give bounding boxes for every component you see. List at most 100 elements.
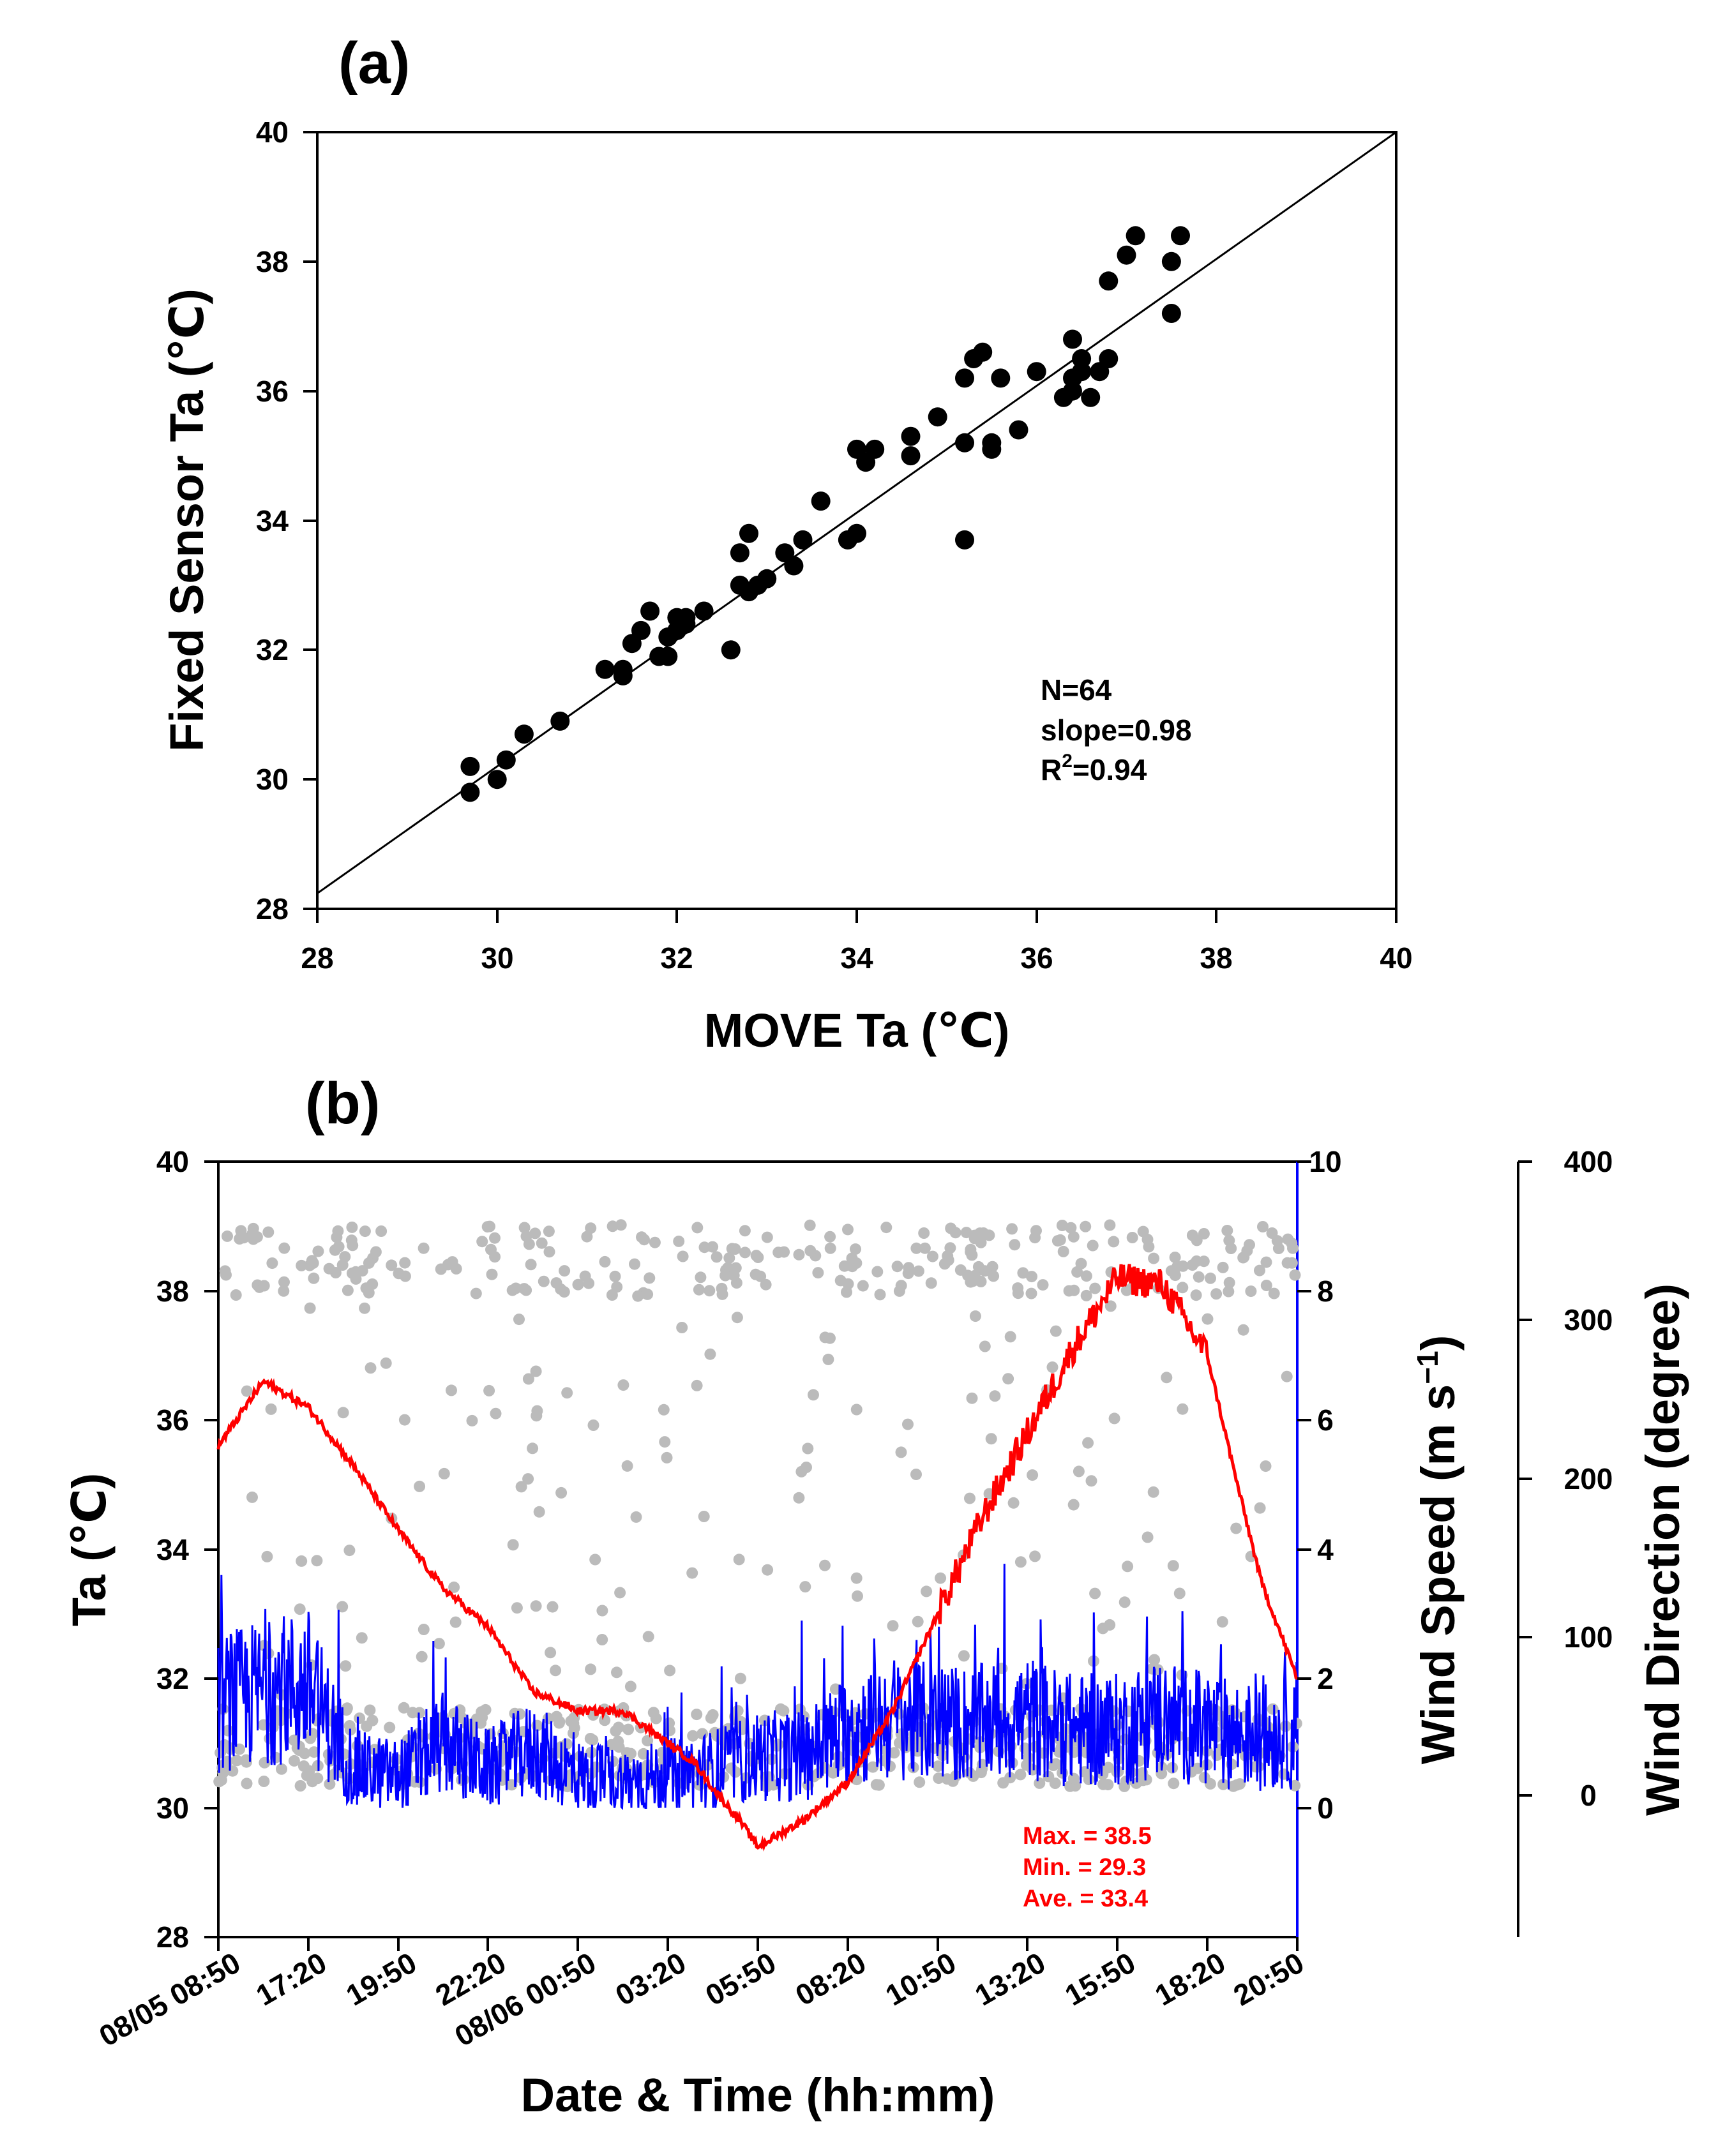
wind-direction-point: [296, 1259, 308, 1271]
wind-direction-point: [269, 1751, 282, 1763]
wind-direction-point: [359, 1225, 371, 1238]
wind-direction-point: [579, 1270, 591, 1282]
wind-direction-point: [632, 1290, 644, 1302]
wind-direction-point: [734, 1672, 746, 1684]
scatter-point: [955, 433, 974, 453]
panel-a-y-tick-label: 32: [256, 633, 289, 666]
wind-direction-point: [339, 1251, 351, 1263]
panel-b-stat-max: Max. = 38.5: [1023, 1823, 1152, 1850]
wind-direction-point: [857, 1280, 869, 1292]
wind-direction-point: [522, 1373, 534, 1385]
panel-a-stat-slope: slope=0.98: [1041, 714, 1192, 747]
wind-direction-point: [449, 1616, 462, 1628]
wind-direction-point: [1057, 1245, 1069, 1257]
panel-a-y-axis: 28 30 32 34 36 38 40: [256, 116, 317, 925]
wind-direction-point: [659, 1436, 671, 1448]
wind-direction-point: [761, 1231, 773, 1243]
wind-direction-point: [760, 1278, 772, 1291]
wind-direction-point: [416, 1651, 428, 1663]
wind-direction-point: [308, 1746, 320, 1758]
wind-direction-point: [731, 1312, 743, 1324]
wind-direction-point: [324, 1778, 336, 1790]
wind-direction-point: [824, 1242, 836, 1254]
wind-direction-point: [693, 1284, 705, 1296]
scatter-point: [721, 640, 741, 660]
wind-direction-point: [360, 1282, 372, 1294]
wind-direction-point: [1217, 1261, 1229, 1273]
wind-direction-point: [819, 1559, 831, 1571]
panel-b-y2-title: Wind Speed (m s−1): [1411, 1335, 1465, 1765]
wind-direction-point: [278, 1285, 290, 1297]
wind-direction-point: [543, 1225, 555, 1238]
wind-direction-point: [363, 1257, 375, 1269]
wind-direction-point: [1177, 1403, 1189, 1415]
wind-direction-point: [231, 1755, 243, 1767]
wind-direction-point: [278, 1242, 290, 1254]
wind-direction-point: [522, 1473, 534, 1485]
wind-direction-point: [418, 1624, 430, 1635]
wind-direction-point: [841, 1286, 852, 1298]
scatter-point: [1099, 349, 1119, 368]
panel-a-y-tick-label: 30: [256, 763, 289, 796]
panel-a-x-tick-label: 34: [840, 941, 873, 975]
wind-direction-point: [466, 1414, 478, 1426]
wind-direction-point: [606, 1289, 618, 1301]
wind-direction-point: [380, 1357, 392, 1369]
wind-direction-point: [673, 1235, 685, 1247]
wind-direction-point: [296, 1555, 308, 1567]
panel-b-y3-title: Wind Direction (degree): [1636, 1284, 1689, 1816]
panel-b-x-tick-label: 13:20: [969, 1946, 1051, 2012]
wind-direction-point: [687, 1730, 699, 1742]
wind-direction-point: [795, 1465, 808, 1478]
wind-direction-point: [1260, 1280, 1272, 1291]
wind-direction-point: [470, 1287, 482, 1299]
wind-direction-point: [1102, 1762, 1114, 1774]
wind-direction-point: [697, 1728, 709, 1740]
wind-direction-point: [261, 1550, 273, 1562]
wind-direction-point: [1026, 1271, 1037, 1283]
wind-direction-point: [910, 1469, 922, 1480]
wind-direction-point: [507, 1539, 519, 1551]
panel-b-y2-tick-label: 2: [1317, 1662, 1334, 1695]
wind-direction-point: [989, 1390, 1001, 1402]
wind-direction-point: [615, 1219, 627, 1231]
wind-direction-point: [237, 1232, 250, 1244]
wind-direction-point: [1089, 1587, 1101, 1599]
wind-direction-point: [304, 1302, 316, 1314]
wind-direction-point: [762, 1564, 774, 1576]
panel-a-x-tick-label: 38: [1200, 941, 1232, 975]
wind-direction-point: [772, 1246, 785, 1259]
wind-direction-point: [842, 1224, 854, 1236]
scatter-point: [901, 426, 921, 446]
wind-direction-point: [399, 1257, 411, 1269]
wind-direction-point: [489, 1232, 501, 1244]
wind-direction-point: [1067, 1772, 1080, 1785]
wind-direction-point: [870, 1779, 882, 1791]
wind-direction-point: [1007, 1497, 1020, 1509]
wind-direction-point: [1267, 1703, 1279, 1715]
wind-direction-point: [529, 1227, 541, 1239]
wind-direction-point: [265, 1403, 277, 1415]
wind-direction-point: [945, 1222, 957, 1234]
wind-direction-point: [596, 1634, 608, 1645]
wind-direction-point: [1167, 1560, 1179, 1572]
wind-direction-point: [918, 1227, 930, 1239]
wind-direction-point: [311, 1555, 323, 1567]
panel-b-x-axis: 08/05 08:50 17:20 19:50 22:20 08/06 00:5…: [93, 1937, 1309, 2053]
wind-direction-point: [1012, 1282, 1024, 1294]
wind-direction-point: [530, 1600, 542, 1612]
wind-direction-point: [438, 1467, 450, 1479]
wind-direction-point: [1137, 1225, 1149, 1238]
panel-b-y2-title-sup: −1: [1411, 1351, 1444, 1384]
scatter-point: [982, 433, 1002, 453]
wind-direction-point: [1004, 1331, 1016, 1343]
wind-direction-point: [489, 1251, 501, 1263]
scatter-point: [1072, 362, 1092, 382]
wind-direction-point: [716, 1282, 728, 1294]
wind-direction-point: [1119, 1596, 1131, 1608]
wind-direction-point: [650, 1712, 662, 1725]
wind-direction-point: [614, 1587, 626, 1599]
wind-direction-point: [1082, 1437, 1094, 1449]
panel-b-y2-title-close: ): [1412, 1335, 1465, 1351]
wind-direction-point: [1025, 1287, 1037, 1299]
